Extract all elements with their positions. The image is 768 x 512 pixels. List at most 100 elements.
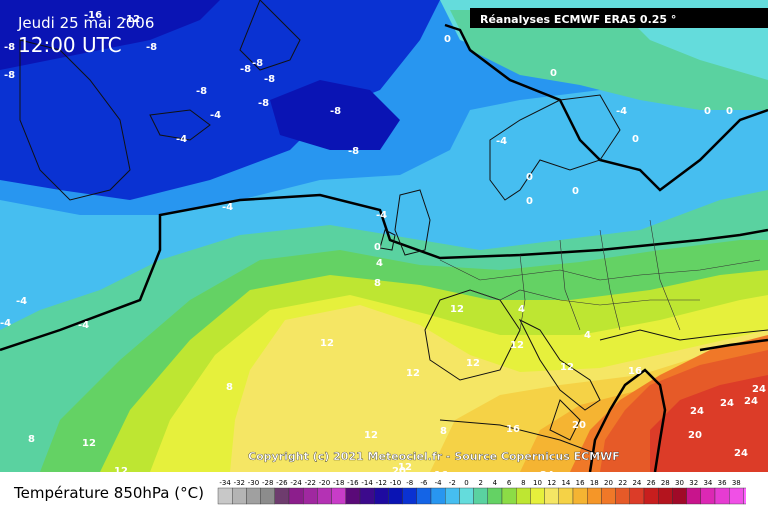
scale-swatch	[615, 487, 631, 505]
scale-swatch	[459, 487, 474, 505]
scale-tick-label: -26	[276, 479, 288, 487]
scale-tick-label: -34	[219, 479, 231, 487]
contour-label: -8	[252, 58, 263, 69]
scale-swatch	[544, 487, 560, 505]
scale-swatch	[317, 487, 332, 505]
scale-tick-label: 32	[689, 479, 698, 487]
color-scale: -34 -32 -30 -28 -26 -24 -22 -20 -18 -16 -14 -12 -10-…	[217, 479, 746, 505]
contour-label: -8	[264, 74, 275, 85]
scale-tick-label: -2	[449, 479, 456, 487]
scale-tick-label: 36	[718, 479, 727, 487]
scale-tick-label: -14	[361, 479, 373, 487]
band-mint	[450, 10, 768, 110]
contour-label: -16	[84, 10, 102, 21]
scale-swatch	[672, 487, 687, 505]
scale-swatch	[686, 487, 702, 505]
scale-swatch	[572, 487, 588, 505]
contour-label: 24	[744, 396, 758, 407]
contour-label: -8	[4, 42, 15, 53]
contour-label: 0	[632, 134, 639, 145]
contour-label: 8	[440, 426, 447, 437]
scale-swatch	[629, 487, 645, 505]
contour-label: 0	[572, 186, 579, 197]
scale-tick-label: 6	[507, 479, 512, 487]
contour-label: 24	[540, 470, 554, 472]
contour-label: 16	[434, 470, 448, 472]
contour-label: 24	[720, 398, 734, 409]
contour-label: -8	[348, 146, 359, 157]
copyright-text: Copyright (c) 2021 Meteociel.fr - Source…	[248, 450, 620, 463]
scale-tick-label: 20	[604, 479, 613, 487]
isotherm-zero	[0, 193, 768, 352]
scale-swatch	[601, 487, 616, 505]
legend-title: Température 850hPa (°C)	[14, 484, 204, 502]
contour-label: 4	[584, 330, 591, 341]
scale-swatch	[345, 487, 361, 505]
scale-tick-label: -22	[305, 479, 316, 487]
contour-label: -8	[240, 64, 251, 75]
contour-label: 20	[688, 430, 702, 441]
scale-tick-label: 4	[493, 479, 498, 487]
scale-swatch	[217, 487, 233, 505]
contour-label: 12	[82, 438, 96, 449]
scale-tick-label: -24	[290, 479, 302, 487]
band-very-cold	[0, 0, 440, 200]
scale-tick-label: -6	[420, 479, 428, 487]
contour-label: 12	[398, 462, 412, 472]
contour-label: 12	[320, 338, 334, 349]
contour-label: -4	[78, 320, 89, 331]
scale-tick-label: 30	[675, 479, 684, 487]
scale-swatch	[658, 487, 673, 505]
scale-tick-label: 24	[632, 479, 641, 487]
scale-tick-label: 10	[533, 479, 542, 487]
contour-label: -4	[496, 136, 507, 147]
contour-label: 12	[450, 304, 464, 315]
contour-label: -4	[16, 296, 27, 307]
band-deep-red	[650, 375, 768, 472]
contour-label: 0	[726, 106, 733, 117]
contour-label: 0	[550, 68, 557, 79]
contour-label: -4	[176, 134, 187, 145]
scale-swatch	[714, 487, 730, 505]
isotherm-twenty-east	[699, 338, 768, 352]
scale-tick-label: 14	[561, 479, 570, 487]
scale-swatch	[373, 487, 389, 505]
scale-swatch	[359, 487, 375, 505]
contour-label: -8	[258, 98, 269, 109]
contour-label: 0	[374, 242, 381, 253]
contour-label: -4	[0, 318, 11, 329]
contour-label: 8	[374, 278, 381, 289]
contour-label: 0	[526, 196, 533, 207]
contour-label: 16	[628, 366, 642, 377]
contour-label: 4	[518, 304, 525, 315]
scale-tick-label: 34	[703, 479, 712, 487]
contour-label: 24	[690, 406, 704, 417]
contour-label: 8	[226, 382, 233, 393]
scale-tick-label: -20	[319, 479, 330, 487]
scale-swatch	[587, 487, 602, 505]
contour-label: -4	[376, 210, 387, 221]
contour-label: 12	[560, 362, 574, 373]
contour-label: 12	[466, 358, 480, 369]
scale-tick-label: 18	[590, 479, 599, 487]
scale-swatch	[444, 487, 460, 505]
contour-labels: -16 -12-8 -8-8-8-8-8-8-8-8-8-4-4 -4-4-4-4-4…	[0, 10, 766, 472]
contour-label: 24	[752, 384, 766, 395]
scale-swatch	[232, 487, 247, 505]
scale-swatch	[416, 487, 432, 505]
band-deep-cold	[0, 0, 220, 70]
contour-label: 12	[114, 466, 128, 472]
scale-tick-label: 2	[478, 479, 482, 487]
contour-label: 16	[506, 424, 520, 435]
source-banner: Réanalyses ECMWF ERA5 0.25 °	[480, 13, 676, 26]
scale-tick-label: -32	[234, 479, 245, 487]
contour-label: -8	[4, 70, 15, 81]
scale-swatch	[558, 487, 574, 505]
scale-tick-label: 26	[647, 479, 656, 487]
contour-label: -4	[616, 106, 627, 117]
scale-tick-label: -18	[333, 479, 344, 487]
isotherm-twenty	[588, 368, 667, 472]
scale-swatch	[402, 487, 418, 505]
contour-label: 12	[510, 340, 524, 351]
contour-label: -12	[122, 14, 140, 25]
